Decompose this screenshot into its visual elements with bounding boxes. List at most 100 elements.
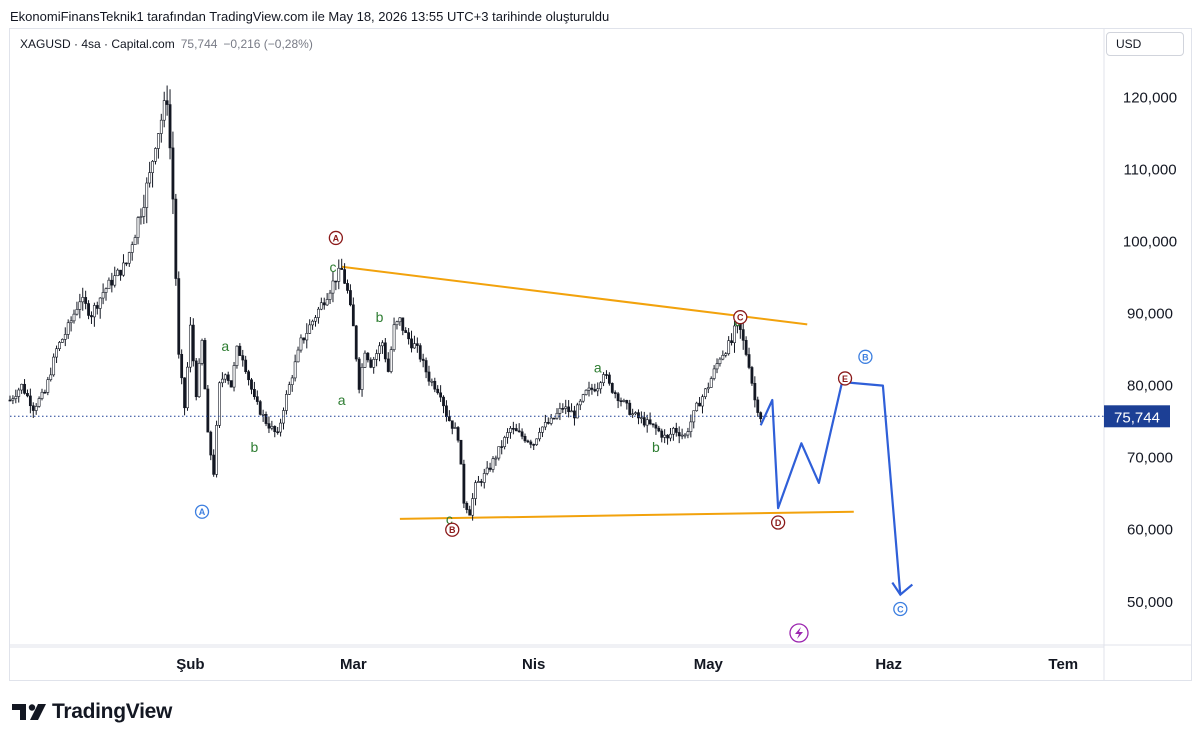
wave-circle-label: D [775, 518, 782, 528]
candle-body [575, 404, 579, 419]
trendline-upper[interactable] [341, 265, 808, 326]
wave-label: b [376, 309, 384, 325]
candle-body [261, 414, 265, 416]
candle-body [168, 104, 172, 149]
candle-body [607, 374, 611, 384]
candle-body [98, 297, 102, 309]
wave-circle [328, 230, 344, 246]
candle-body [578, 400, 582, 406]
projection-line[interactable] [759, 380, 902, 595]
candle-body [689, 421, 693, 432]
wave-label: c [446, 511, 453, 527]
candle-body [418, 345, 422, 360]
chart-frame [9, 28, 1192, 681]
candle-body [477, 481, 480, 483]
candle-body [287, 384, 291, 395]
candle-body [404, 330, 408, 333]
wave-circle [837, 371, 853, 386]
candle-body [622, 400, 626, 402]
candle-body [721, 355, 725, 360]
candle-body [552, 417, 556, 420]
price-axis[interactable]: 120,000 110,000 100,000 90,000 80,000 70,000 6… [1123, 89, 1177, 610]
candle-body [366, 352, 370, 361]
wave-circle-label: E [842, 374, 848, 384]
time-axis[interactable]: Şub Mar Nis May Haz Tem [176, 656, 1078, 673]
grid [10, 29, 1191, 680]
candle-body [63, 334, 67, 340]
wave-label: b [652, 439, 660, 455]
price-tick-label: 90,000 [1127, 306, 1173, 323]
projection-arrowhead [891, 581, 914, 597]
projection-path[interactable] [759, 380, 914, 597]
candle-body [573, 410, 576, 419]
candle-body [494, 457, 498, 460]
candle-body [514, 428, 518, 432]
trendlines[interactable] [341, 265, 854, 520]
candle-body [177, 278, 181, 355]
candle-body [744, 340, 748, 355]
candle-body [706, 387, 710, 390]
candle-body [273, 426, 277, 433]
candle-body [407, 332, 411, 340]
candle-body [154, 148, 157, 162]
candle-body [107, 279, 111, 290]
wave-circle [733, 310, 748, 325]
candle-body [389, 349, 393, 372]
candle-body [139, 216, 143, 218]
candle-body [459, 439, 463, 465]
candle-body [698, 402, 701, 407]
tradingview-logo[interactable]: TradingView [12, 700, 172, 724]
candle-body [174, 198, 178, 279]
candle-body [703, 388, 707, 397]
candle-body [55, 348, 58, 358]
currency-button[interactable]: USD [1106, 32, 1184, 56]
candle-body [235, 345, 239, 366]
candle-body [92, 305, 96, 318]
candle-body [669, 433, 672, 439]
candle-body [462, 463, 466, 504]
symbol-name[interactable]: XAGUSD · 4sa · Capital.com [20, 37, 175, 51]
lightning-icon[interactable] [789, 623, 809, 643]
candle-body [666, 434, 669, 439]
time-tick-label: Haz [875, 656, 902, 673]
candle-body [567, 406, 571, 413]
candle-body [415, 343, 419, 346]
candle-body [468, 509, 472, 516]
candle-body [299, 337, 303, 351]
candle-body [605, 374, 608, 376]
candle-body [136, 217, 140, 238]
tradingview-logo-icon [12, 704, 46, 720]
candle-body [503, 437, 507, 447]
candle-body [395, 321, 399, 326]
symbol-legend[interactable]: XAGUSD · 4sa · Capital.com 75,744 −0,216 (… [20, 37, 313, 51]
candle-body [628, 402, 632, 415]
candle-body [590, 387, 594, 390]
wave-circle-label: B [862, 352, 869, 362]
candle-body [410, 338, 413, 349]
candle-body [69, 320, 73, 324]
candle-body [31, 405, 35, 411]
candle-body [747, 354, 751, 368]
candle-body [142, 207, 146, 217]
time-tick-label: Şub [176, 656, 204, 673]
candle-body [599, 382, 603, 390]
candle-body [37, 398, 41, 407]
candle-body [165, 100, 169, 105]
candle-body [680, 434, 684, 437]
candle-body [709, 378, 713, 388]
trendline-lower[interactable] [399, 510, 854, 520]
candle-body [436, 388, 440, 394]
brand-name: TradingView [52, 700, 173, 723]
candle-body [302, 337, 306, 341]
candle-body [314, 317, 317, 322]
candle-body [253, 389, 256, 397]
candle-body [156, 133, 160, 149]
symbol-change: −0,216 (−0,28%) [223, 37, 313, 51]
candle-body [325, 299, 329, 306]
candle-body [497, 446, 501, 459]
candle-body [75, 309, 79, 315]
candle-body [90, 315, 93, 318]
candle-body [305, 333, 309, 341]
wave-circle [194, 504, 210, 519]
